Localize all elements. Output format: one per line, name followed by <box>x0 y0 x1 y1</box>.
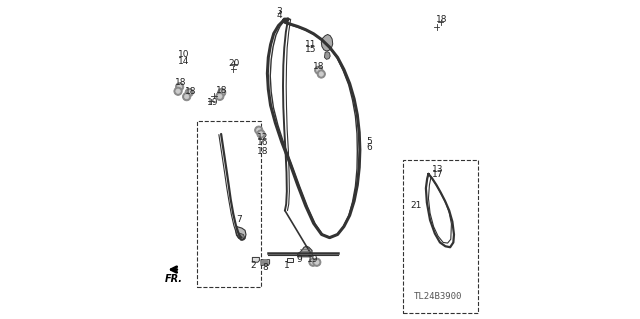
Polygon shape <box>321 34 333 51</box>
Circle shape <box>310 260 316 264</box>
Text: 11: 11 <box>305 40 316 48</box>
Circle shape <box>185 88 193 97</box>
Text: 17: 17 <box>432 170 444 179</box>
Text: 21: 21 <box>410 201 421 210</box>
Text: 19: 19 <box>307 255 319 264</box>
Text: 1: 1 <box>284 261 289 270</box>
Bar <box>403 160 478 313</box>
Text: 13: 13 <box>432 165 444 174</box>
Circle shape <box>220 90 224 95</box>
Text: FR.: FR. <box>165 274 183 284</box>
Text: 18: 18 <box>313 62 324 71</box>
Circle shape <box>257 130 265 138</box>
Polygon shape <box>324 52 330 59</box>
Text: TL24B3900: TL24B3900 <box>414 292 462 301</box>
Text: 16: 16 <box>257 138 268 147</box>
Circle shape <box>319 72 324 76</box>
Circle shape <box>176 89 180 93</box>
Text: 18: 18 <box>436 15 447 24</box>
Bar <box>197 121 261 287</box>
Circle shape <box>218 94 222 99</box>
Text: 9: 9 <box>296 256 302 264</box>
Circle shape <box>313 258 321 266</box>
Text: 7: 7 <box>236 215 241 224</box>
Circle shape <box>262 259 268 266</box>
Circle shape <box>316 68 321 72</box>
Text: 5: 5 <box>366 137 372 146</box>
Circle shape <box>216 92 224 100</box>
Circle shape <box>259 132 263 136</box>
Circle shape <box>314 260 319 264</box>
Circle shape <box>182 93 191 101</box>
Polygon shape <box>287 258 293 262</box>
Circle shape <box>309 258 317 266</box>
Text: 12: 12 <box>257 133 268 142</box>
Circle shape <box>187 90 191 95</box>
Text: 6: 6 <box>366 143 372 152</box>
Text: 18: 18 <box>216 86 227 95</box>
Circle shape <box>177 85 182 89</box>
Polygon shape <box>238 233 244 240</box>
Circle shape <box>315 66 323 74</box>
Text: 15: 15 <box>305 45 316 54</box>
Polygon shape <box>236 226 246 240</box>
Text: 18: 18 <box>257 147 268 156</box>
Polygon shape <box>261 260 269 265</box>
Circle shape <box>317 70 325 78</box>
Text: 20: 20 <box>229 59 240 68</box>
Circle shape <box>257 128 261 132</box>
Circle shape <box>184 94 189 99</box>
Text: 10: 10 <box>178 50 189 59</box>
Text: 4: 4 <box>276 11 282 20</box>
Text: 8: 8 <box>262 263 268 272</box>
Circle shape <box>174 87 182 95</box>
Text: 3: 3 <box>276 7 282 16</box>
Text: 18: 18 <box>175 78 187 87</box>
Text: 18: 18 <box>185 87 196 96</box>
Circle shape <box>218 88 226 97</box>
Polygon shape <box>252 257 259 262</box>
Text: 14: 14 <box>178 57 189 66</box>
Text: 19: 19 <box>207 98 219 107</box>
Polygon shape <box>298 246 312 257</box>
Circle shape <box>175 83 184 91</box>
Text: 2: 2 <box>251 261 257 270</box>
Circle shape <box>255 126 263 134</box>
